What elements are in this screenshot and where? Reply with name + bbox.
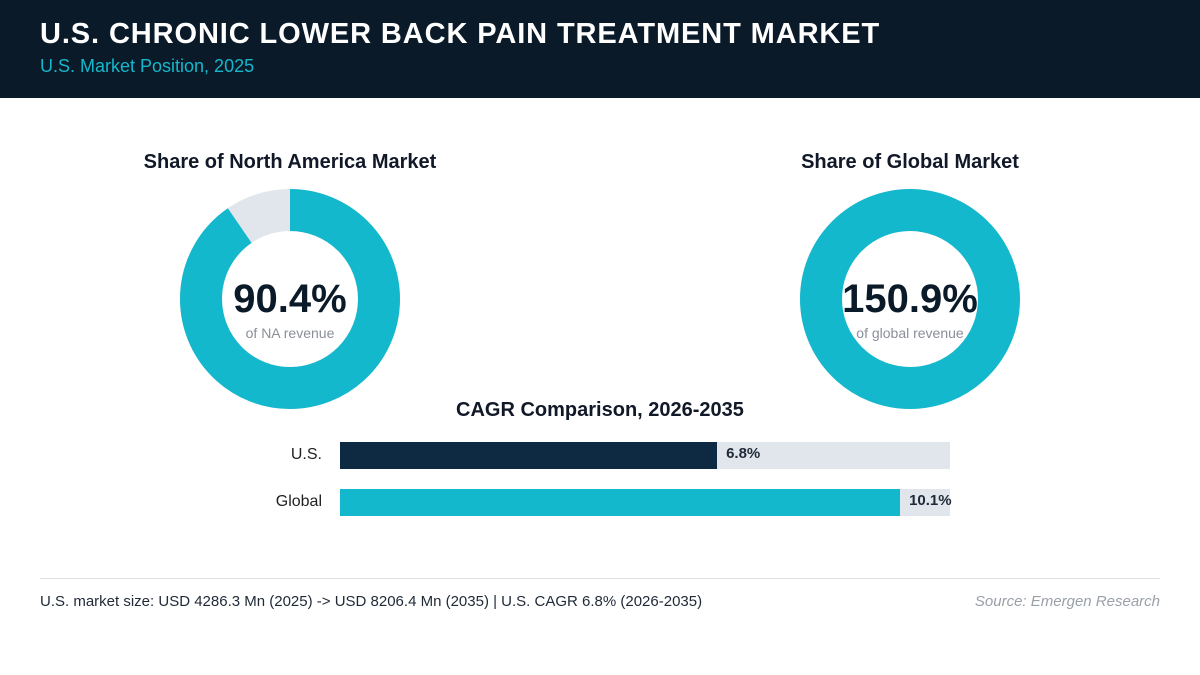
global-share-value: 150.9% bbox=[842, 277, 978, 321]
na-share-arc bbox=[180, 189, 400, 409]
source-credit: Source: Emergen Research bbox=[974, 593, 1160, 610]
page-title: U.S. CHRONIC LOWER BACK PAIN TREATMENT M… bbox=[40, 18, 881, 50]
global-share-donut bbox=[800, 189, 1020, 409]
cagr-bar-label-us: U.S. bbox=[290, 446, 322, 463]
cagr-bar-track-us bbox=[340, 442, 950, 469]
global-share-title: Share of Global Market bbox=[801, 151, 1019, 173]
cagr-chart-title: CAGR Comparison, 2026-2035 bbox=[456, 399, 744, 421]
cagr-bar-label-global: Global bbox=[275, 493, 322, 510]
cagr-bar-us bbox=[340, 442, 718, 469]
na-share-value: 90.4% bbox=[233, 277, 347, 321]
cagr-bar-value-global: 10.1% bbox=[909, 492, 952, 509]
market-size-note: U.S. market size: USD 4286.3 Mn (2025) -… bbox=[40, 593, 703, 610]
page-subtitle: U.S. Market Position, 2025 bbox=[40, 56, 255, 76]
global-share-arc bbox=[800, 189, 1020, 409]
footer-divider bbox=[40, 578, 1160, 579]
global-share-caption: of global revenue bbox=[856, 325, 964, 341]
na-share-donut bbox=[180, 189, 400, 409]
na-share-title: Share of North America Market bbox=[143, 151, 437, 173]
na-share-caption: of NA revenue bbox=[245, 325, 335, 341]
cagr-bar-track-global bbox=[340, 489, 950, 516]
cagr-bar-global bbox=[340, 489, 901, 516]
header-banner: U.S. CHRONIC LOWER BACK PAIN TREATMENT M… bbox=[0, 0, 1200, 98]
cagr-bar-value-us: 6.8% bbox=[726, 445, 761, 462]
